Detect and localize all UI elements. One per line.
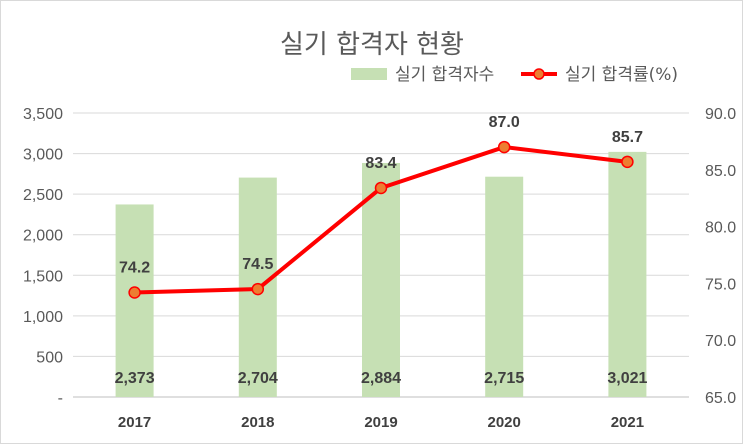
x-tick-label: 2017 <box>118 414 151 431</box>
legend-swatch-marker <box>533 68 545 80</box>
line-value-label: 83.4 <box>365 155 396 172</box>
x-axis: 2017 2018 2019 2020 2021 <box>118 414 644 431</box>
bar <box>115 204 154 397</box>
x-tick-label: 2021 <box>611 414 644 431</box>
bar <box>485 176 524 397</box>
right-axis: 65.0 70.0 75.0 80.0 85.0 90.0 <box>705 106 736 407</box>
y-left-tick-label: 1,000 <box>23 309 63 326</box>
data-labels: 2,373 2,704 2,884 2,715 3,021 74.2 74.5 83.4 87.… <box>115 114 648 387</box>
y-left-tick-label: 1,500 <box>23 268 63 285</box>
line-value-label: 85.7 <box>612 129 643 146</box>
line-value-label: 74.2 <box>119 259 150 276</box>
bar <box>362 162 400 397</box>
bar-value-label: 3,021 <box>607 370 647 387</box>
y-right-tick-label: 75.0 <box>705 276 736 293</box>
line-series <box>128 140 634 299</box>
bar <box>608 151 647 397</box>
y-left-tick-label: 3,000 <box>23 147 63 164</box>
x-tick-label: 2018 <box>241 414 274 431</box>
y-left-tick-label: - <box>58 390 63 407</box>
y-right-tick-label: 85.0 <box>705 163 736 180</box>
bar-value-label: 2,715 <box>484 370 524 387</box>
line-point <box>497 140 511 154</box>
y-left-tick-label: 3,500 <box>23 106 63 123</box>
x-tick-label: 2019 <box>364 414 397 431</box>
y-right-tick-label: 80.0 <box>705 220 736 237</box>
y-right-tick-label: 70.0 <box>705 333 736 350</box>
line-value-label: 87.0 <box>489 114 520 131</box>
legend: 실기 합격자수 실기 합격률(%) <box>351 65 678 85</box>
left-axis: - 500 1,000 1,500 2,000 2,500 3,000 3,500 <box>23 106 63 407</box>
line-value-label: 74.5 <box>242 256 273 273</box>
line-point <box>251 282 265 296</box>
line-point <box>128 286 141 299</box>
bar-value-label: 2,704 <box>238 370 278 387</box>
bar-value-label: 2,373 <box>115 370 155 387</box>
line-point <box>621 155 634 169</box>
x-tick-label: 2020 <box>488 414 521 431</box>
legend-swatch-bar <box>351 68 387 80</box>
line-point <box>374 181 388 195</box>
y-left-tick-label: 500 <box>36 349 63 366</box>
y-left-tick-label: 2,000 <box>23 228 63 245</box>
legend-label-line: 실기 합격률(%) <box>565 65 678 85</box>
y-right-tick-label: 90.0 <box>705 106 736 123</box>
legend-label-bar: 실기 합격자수 <box>395 65 494 85</box>
chart-title: 실기 합격자 현황 <box>280 30 464 60</box>
y-right-tick-label: 65.0 <box>705 390 736 407</box>
bar-value-label: 2,884 <box>361 370 401 387</box>
y-left-tick-label: 2,500 <box>23 187 63 204</box>
